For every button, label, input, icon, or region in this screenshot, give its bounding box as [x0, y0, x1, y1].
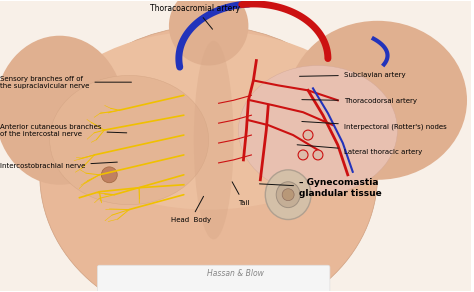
- Text: Intercostobrachial nerve: Intercostobrachial nerve: [0, 162, 118, 169]
- Text: Lateral thoracic artery: Lateral thoracic artery: [297, 145, 422, 155]
- Text: Thoracodorsal artery: Thoracodorsal artery: [302, 98, 417, 104]
- Text: Sensory branches off of
the supraclavicular nerve: Sensory branches off of the supraclavicu…: [0, 76, 131, 89]
- Text: – Gynecomastia
glandular tissue: – Gynecomastia glandular tissue: [259, 178, 382, 198]
- Ellipse shape: [238, 65, 398, 195]
- Circle shape: [303, 130, 313, 140]
- Ellipse shape: [288, 21, 467, 180]
- FancyBboxPatch shape: [97, 265, 330, 292]
- Text: Anterior cutaneous branches
of the intercostal nerve: Anterior cutaneous branches of the inter…: [0, 124, 127, 137]
- Ellipse shape: [0, 36, 124, 185]
- Text: Subclavian artery: Subclavian artery: [300, 72, 405, 78]
- Ellipse shape: [276, 182, 300, 208]
- Circle shape: [313, 150, 323, 160]
- Text: Head  Body: Head Body: [171, 196, 211, 223]
- Ellipse shape: [40, 26, 378, 292]
- Circle shape: [282, 189, 294, 201]
- Ellipse shape: [265, 170, 311, 220]
- Ellipse shape: [50, 31, 368, 210]
- Text: Thoracoacromial artery: Thoracoacromial artery: [150, 4, 240, 29]
- Ellipse shape: [194, 41, 234, 239]
- Ellipse shape: [169, 0, 248, 65]
- Circle shape: [101, 167, 117, 183]
- Text: Interpectoral (Rotter's) nodes: Interpectoral (Rotter's) nodes: [302, 121, 447, 131]
- Ellipse shape: [50, 75, 209, 205]
- Text: Tail: Tail: [232, 182, 249, 206]
- Text: Hassan & Blow: Hassan & Blow: [207, 269, 264, 278]
- Circle shape: [298, 150, 308, 160]
